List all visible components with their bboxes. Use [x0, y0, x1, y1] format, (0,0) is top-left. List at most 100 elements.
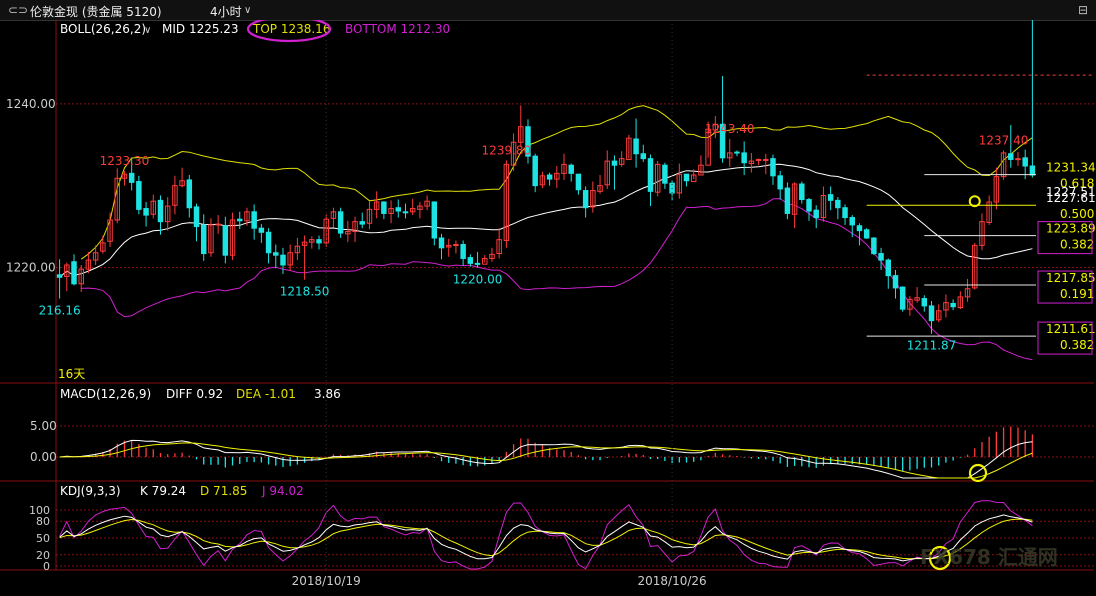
candle-body — [136, 181, 142, 210]
date-axis: 2018/10/19 2018/10/26 — [292, 20, 707, 588]
candle — [417, 202, 423, 219]
link-icon[interactable]: ⊂⊃ — [8, 3, 29, 17]
candle — [1000, 150, 1007, 180]
candle — [409, 198, 416, 216]
low-label: 1218.50 — [280, 285, 330, 299]
fib-ratio-label: 0.191 — [1060, 287, 1094, 301]
fib-label-box — [1037, 221, 1093, 255]
kdj-tick-label: 20 — [36, 549, 50, 562]
candle — [727, 139, 733, 167]
candle-body — [453, 244, 459, 247]
candle-body — [402, 211, 409, 214]
instrument-title[interactable]: 伦敦金现 (贵金属 5120) — [30, 5, 162, 19]
candle — [669, 179, 675, 201]
candle — [525, 119, 531, 164]
candle-body — [323, 218, 329, 244]
candle — [402, 203, 409, 219]
candle-body — [871, 237, 877, 255]
candle-body — [662, 164, 668, 184]
candle — [489, 247, 495, 262]
candle — [251, 204, 257, 240]
candle — [986, 195, 992, 225]
candle-body — [741, 152, 747, 164]
candle — [770, 154, 776, 185]
candle — [1008, 125, 1014, 168]
candle — [114, 168, 120, 224]
chevron-down-icon[interactable]: ∨ — [144, 25, 151, 36]
kdj-j-line — [59, 500, 1033, 570]
price-axis: 1240.00 1220.00 — [6, 97, 56, 275]
candle — [482, 255, 488, 265]
candle-body — [539, 175, 546, 186]
candle-body — [366, 208, 373, 224]
candle-body — [986, 201, 992, 223]
candle — [885, 258, 892, 289]
candle — [935, 304, 942, 323]
boll-label[interactable]: BOLL(26,26,2) — [60, 22, 146, 36]
candle-body — [107, 219, 113, 242]
candle — [943, 294, 949, 318]
candle — [611, 155, 618, 190]
candle — [64, 262, 70, 292]
candle — [244, 207, 250, 226]
candle-body — [157, 199, 164, 223]
touch-circle — [968, 195, 981, 208]
timeframe-selector[interactable]: 4小时 — [210, 5, 242, 19]
chevron-down-icon[interactable]: ∨ — [244, 5, 252, 16]
candle — [157, 195, 164, 235]
boll-mid-label: MID 1225.23 — [162, 22, 239, 36]
kdj-label[interactable]: KDJ(9,3,3) — [60, 484, 121, 498]
candle — [229, 212, 236, 261]
candle-body — [85, 259, 92, 270]
candle — [777, 170, 783, 200]
price-tick-label: 1240.00 — [6, 97, 56, 111]
candle-body — [222, 225, 229, 256]
candle-body — [467, 257, 474, 264]
candle-body — [496, 239, 502, 255]
candle-body — [121, 173, 128, 179]
candle — [741, 141, 747, 175]
macd-dea-line — [59, 442, 1033, 479]
candle-body — [424, 200, 430, 207]
candle-body — [128, 172, 135, 183]
candle-body — [229, 219, 236, 256]
candle — [993, 167, 1000, 210]
candle-body — [554, 172, 560, 180]
grid-lines — [0, 20, 1094, 571]
macd-diff-line — [59, 439, 1033, 479]
chart-area[interactable]: 1240.00 1220.00 1231.34 0.618 1227.61 0.500 1… — [0, 15, 1096, 596]
candle-body — [626, 137, 632, 160]
candle — [827, 186, 834, 211]
candle-body — [676, 173, 683, 194]
candle-body — [618, 158, 625, 165]
candle-body — [806, 199, 812, 212]
candle-body — [1000, 152, 1007, 178]
candle — [445, 238, 452, 257]
candle-body — [1022, 157, 1028, 167]
candle — [705, 121, 711, 166]
candle-body — [92, 252, 99, 261]
candle — [662, 162, 668, 189]
fib-label-box — [1037, 270, 1093, 304]
candle — [503, 160, 510, 248]
macd-label[interactable]: MACD(12,26,9) — [60, 387, 151, 401]
extra-level-label: 1227.51 — [1046, 185, 1096, 199]
candle-body — [835, 199, 841, 209]
candle — [121, 170, 128, 186]
candle-body — [611, 160, 618, 166]
candle-body — [935, 310, 942, 321]
fib-price-label: 1227.61 — [1046, 191, 1096, 205]
candle-body — [179, 180, 185, 187]
candle-body — [100, 242, 106, 252]
candle — [424, 195, 430, 211]
candle-body — [568, 164, 574, 174]
candle — [914, 287, 920, 303]
candle — [618, 151, 625, 167]
candle — [683, 173, 690, 187]
candle — [107, 212, 113, 247]
macd-panel: 5.00 0.00 — [30, 419, 1094, 483]
candle — [366, 201, 373, 229]
menu-icon[interactable]: ⊟ — [1078, 3, 1089, 17]
candle-body — [964, 288, 971, 298]
